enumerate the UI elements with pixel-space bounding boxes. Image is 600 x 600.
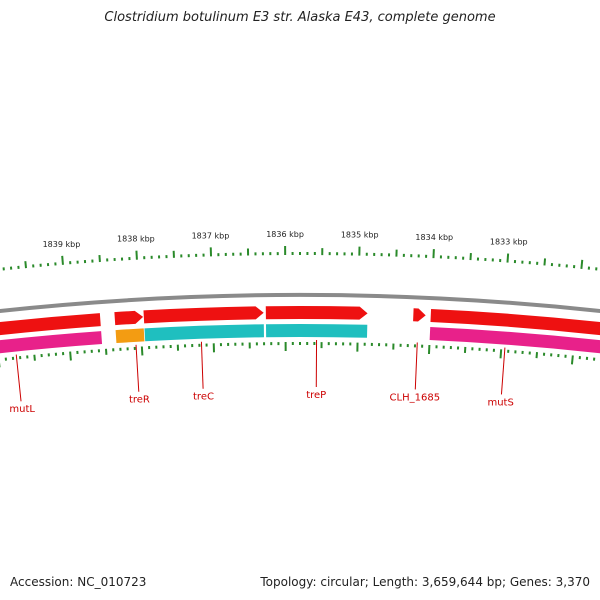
scale-tick bbox=[61, 255, 64, 265]
bottom-tick bbox=[69, 351, 72, 361]
genome-summary-text: Topology: circular; Length: 3,659,644 bp… bbox=[260, 575, 590, 589]
scale-label: 1839 kbp bbox=[43, 240, 81, 249]
gene-mutS bbox=[429, 327, 600, 354]
map-title: Clostridium botulinum E3 str. Alaska E43… bbox=[104, 10, 496, 25]
cds-treR bbox=[114, 310, 144, 326]
bottom-tick bbox=[33, 354, 36, 361]
scale-label: 1836 kbp bbox=[266, 230, 304, 239]
gene-label-treC: treC bbox=[193, 392, 214, 403]
scale-tick bbox=[543, 258, 547, 266]
gene-label-CLH_1685: CLH_1685 bbox=[390, 392, 441, 403]
scale-tick bbox=[24, 261, 28, 269]
scale-tick bbox=[506, 253, 510, 263]
bottom-tick bbox=[535, 352, 539, 359]
accession-text: Accession: NC_010723 bbox=[10, 575, 147, 589]
scale-label: 1834 kbp bbox=[415, 233, 453, 242]
gene-mutL bbox=[0, 331, 103, 354]
scale-ticks bbox=[2, 246, 598, 271]
cds-CLH_1685 bbox=[413, 308, 426, 322]
gene-label-line-mutL bbox=[15, 354, 22, 402]
scale-label: 1838 kbp bbox=[117, 235, 155, 244]
gene-label-line-treC bbox=[200, 341, 204, 389]
gene-treR bbox=[115, 328, 145, 344]
bottom-tick bbox=[499, 349, 503, 359]
cds-track bbox=[0, 306, 600, 336]
scale-label: 1837 kbp bbox=[192, 231, 230, 240]
cds-treP bbox=[265, 306, 368, 320]
gene-label-mutL: mutL bbox=[9, 404, 35, 415]
gene-labels: mutL treR treC treP CLH_1685 mutS bbox=[9, 340, 514, 415]
gene-treC bbox=[144, 324, 264, 342]
bottom-tick bbox=[140, 346, 144, 356]
scale-label: 1833 kbp bbox=[490, 238, 528, 247]
cds-mutS bbox=[430, 309, 600, 336]
cds-treC bbox=[143, 306, 264, 324]
gene-label-treP: treP bbox=[306, 390, 326, 401]
gene-label-line-treR bbox=[135, 344, 140, 392]
gene-label-line-mutS bbox=[500, 347, 506, 395]
bottom-ticks bbox=[0, 342, 596, 368]
scale-tick bbox=[135, 250, 138, 260]
gene-label-mutS: mutS bbox=[487, 397, 513, 408]
bottom-tick bbox=[570, 355, 574, 365]
scale-label: 1835 kbp bbox=[341, 231, 379, 240]
gene-label-line-CLH_1685 bbox=[414, 342, 418, 390]
gene-track bbox=[0, 323, 600, 354]
cds-mutL bbox=[0, 313, 101, 336]
gene-treP bbox=[265, 323, 368, 338]
scale-tick bbox=[580, 259, 584, 269]
scale-labels: 1839 kbp 1838 kbp 1837 kbp 1836 kbp 1835 kbp… bbox=[43, 230, 528, 249]
gene-label-treR: treR bbox=[129, 395, 150, 406]
genome-backbone bbox=[0, 292, 600, 314]
